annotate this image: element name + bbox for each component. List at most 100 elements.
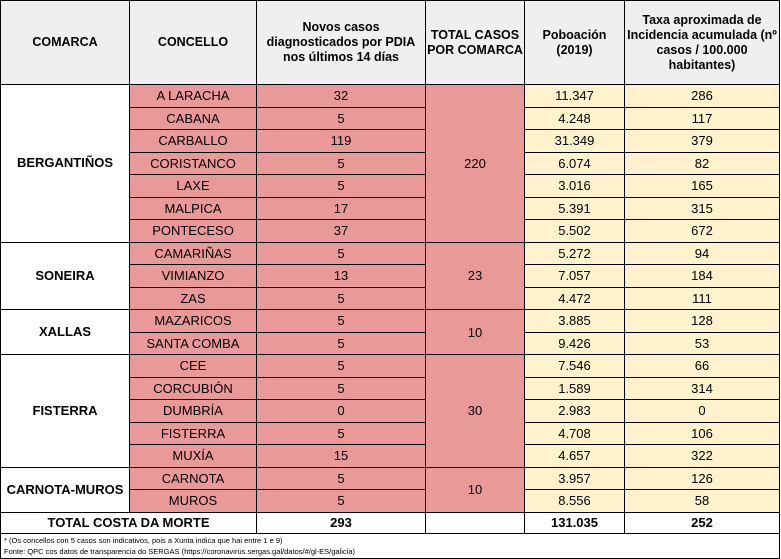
concello-cell: FISTERRA <box>129 421 257 445</box>
novos-casos-cell: 5 <box>256 421 426 445</box>
total-blank <box>425 511 525 534</box>
novos-casos-cell: 5 <box>256 466 426 490</box>
total-comarca-cell: 30 <box>425 354 525 468</box>
novos-casos-cell: 17 <box>256 196 426 220</box>
footnote-source: Fonte: QPC cos datos de transparencia do… <box>4 546 356 556</box>
table-row: MUXÍA 15 4.657 322 <box>1 444 780 468</box>
poboacion-cell: 3.016 <box>524 174 625 198</box>
footnote-note: * (Os concellos con 5 casos son indicati… <box>4 535 283 545</box>
table-row: LAXE 5 3.016 165 <box>1 174 780 198</box>
taxa-cell: 111 <box>624 286 780 310</box>
table-row: PONTECESO 37 5.502 672 <box>1 219 780 243</box>
table-row: VIMIANZO 13 7.057 184 <box>1 264 780 288</box>
concello-cell: CARBALLO <box>129 129 257 153</box>
taxa-cell: 314 <box>624 376 780 400</box>
total-comarca-cell: 10 <box>425 309 525 355</box>
comarca-cell: BERGANTIÑOS <box>0 84 130 243</box>
taxa-cell: 286 <box>624 84 780 108</box>
novos-casos-cell: 13 <box>256 264 426 288</box>
poboacion-cell: 2.983 <box>524 399 625 423</box>
concello-cell: DUMBRÍA <box>129 399 257 423</box>
concello-cell: SANTA COMBA <box>129 331 257 355</box>
header-novos-casos: Novos casos diagnosticados por PDIA nos … <box>256 0 426 85</box>
poboacion-cell: 3.885 <box>524 309 625 333</box>
taxa-cell: 184 <box>624 264 780 288</box>
taxa-cell: 379 <box>624 129 780 153</box>
poboacion-cell: 8.556 <box>524 489 625 513</box>
concello-cell: MALPICA <box>129 196 257 220</box>
taxa-cell: 322 <box>624 444 780 468</box>
concello-cell: CORCUBIÓN <box>129 376 257 400</box>
taxa-cell: 0 <box>624 399 780 423</box>
concello-cell: MUXÍA <box>129 444 257 468</box>
table-row: CORCUBIÓN 5 1.589 314 <box>1 376 780 400</box>
comarca-cell: SONEIRA <box>0 241 130 310</box>
concello-cell: MAZARICOS <box>129 309 257 333</box>
header-poboacion: Poboación (2019) <box>524 0 625 85</box>
taxa-cell: 58 <box>624 489 780 513</box>
table-row: MALPICA 17 5.391 315 <box>1 196 780 220</box>
table-row: CORISTANCO 5 6.074 82 <box>1 151 780 175</box>
table-row: FISTERRA 5 4.708 106 <box>1 421 780 445</box>
total-comarca-cell: 220 <box>425 84 525 243</box>
poboacion-cell: 5.272 <box>524 241 625 265</box>
taxa-cell: 106 <box>624 421 780 445</box>
taxa-cell: 126 <box>624 466 780 490</box>
comarca-cell: CARNOTA-MUROS <box>0 466 130 513</box>
table-row: ZAS 5 4.472 111 <box>1 286 780 310</box>
concello-cell: CORISTANCO <box>129 151 257 175</box>
novos-casos-cell: 119 <box>256 129 426 153</box>
table-row: SONEIRA CAMARIÑAS 5 23 5.272 94 <box>0 241 780 310</box>
poboacion-cell: 11.347 <box>524 84 625 108</box>
poboacion-cell: 4.248 <box>524 106 625 130</box>
poboacion-cell: 7.057 <box>524 264 625 288</box>
novos-casos-cell: 5 <box>256 174 426 198</box>
taxa-cell: 672 <box>624 219 780 243</box>
novos-casos-cell: 15 <box>256 444 426 468</box>
novos-casos-cell: 5 <box>256 489 426 513</box>
concello-cell: CABANA <box>129 106 257 130</box>
novos-casos-cell: 5 <box>256 241 426 265</box>
table-row: CARBALLO 119 31.349 379 <box>1 129 780 153</box>
total-row: TOTAL COSTA DA MORTE 293 131.035 252 <box>0 511 780 534</box>
header-total-casos: TOTAL CASOS POR COMARCA <box>425 0 525 85</box>
novos-casos-cell: 5 <box>256 354 426 378</box>
novos-casos-cell: 5 <box>256 151 426 175</box>
poboacion-cell: 4.708 <box>524 421 625 445</box>
poboacion-cell: 6.074 <box>524 151 625 175</box>
footnote-row: * (Os concellos con 5 casos son indicati… <box>0 532 780 559</box>
taxa-cell: 128 <box>624 309 780 333</box>
taxa-cell: 82 <box>624 151 780 175</box>
poboacion-cell: 9.426 <box>524 331 625 355</box>
poboacion-cell: 1.589 <box>524 376 625 400</box>
novos-casos-cell: 5 <box>256 106 426 130</box>
concello-cell: PONTECESO <box>129 219 257 243</box>
novos-casos-cell: 32 <box>256 84 426 108</box>
poboacion-cell: 31.349 <box>524 129 625 153</box>
poboacion-cell: 4.472 <box>524 286 625 310</box>
taxa-cell: 315 <box>624 196 780 220</box>
novos-casos-cell: 5 <box>256 286 426 310</box>
header-taxa: Taxa aproximada de Incidencia acumulada … <box>624 0 780 85</box>
concello-cell: VIMIANZO <box>129 264 257 288</box>
taxa-cell: 94 <box>624 241 780 265</box>
total-taxa: 252 <box>624 511 780 534</box>
concello-cell: CEE <box>129 354 257 378</box>
novos-casos-cell: 0 <box>256 399 426 423</box>
poboacion-cell: 4.657 <box>524 444 625 468</box>
table-row: SANTA COMBA 5 9.426 53 <box>1 331 780 355</box>
concello-cell: A LARACHA <box>129 84 257 108</box>
poboacion-cell: 7.546 <box>524 354 625 378</box>
poboacion-cell: 5.502 <box>524 219 625 243</box>
comarca-cell: XALLAS <box>0 309 130 355</box>
taxa-cell: 165 <box>624 174 780 198</box>
novos-casos-cell: 5 <box>256 376 426 400</box>
taxa-cell: 117 <box>624 106 780 130</box>
novos-casos-cell: 5 <box>256 309 426 333</box>
concello-cell: MUROS <box>129 489 257 513</box>
table-row: BERGANTIÑOS A LARACHA 32 220 11.347 286 <box>0 84 780 243</box>
header-row: COMARCA CONCELLO Novos casos diagnostica… <box>0 0 780 85</box>
taxa-cell: 66 <box>624 354 780 378</box>
total-comarca-cell: 10 <box>425 466 525 513</box>
